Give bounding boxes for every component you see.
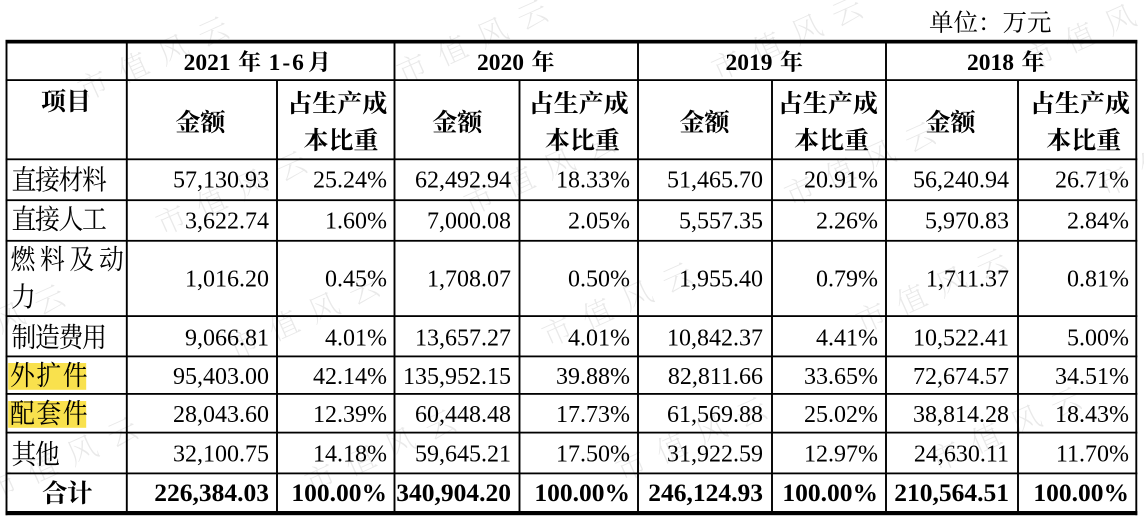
svg-text:4.01%: 4.01%: [325, 326, 387, 352]
svg-text:1,955.40: 1,955.40: [679, 267, 763, 293]
svg-text:10,522.41: 10,522.41: [913, 326, 1009, 352]
svg-text:9,066.81: 9,066.81: [185, 326, 269, 352]
svg-text:32,100.75: 32,100.75: [173, 441, 269, 467]
svg-text:2.05%: 2.05%: [568, 209, 630, 235]
svg-text:18.33%: 18.33%: [556, 168, 630, 194]
svg-text:12.97%: 12.97%: [804, 441, 878, 467]
svg-text:12.39%: 12.39%: [313, 402, 387, 428]
svg-text:1,016.20: 1,016.20: [185, 267, 269, 293]
svg-text:5,557.35: 5,557.35: [679, 209, 763, 235]
svg-text:18.43%: 18.43%: [1055, 402, 1129, 428]
svg-text:4.41%: 4.41%: [816, 326, 878, 352]
svg-text:14.18%: 14.18%: [313, 441, 387, 467]
svg-text:72,674.57: 72,674.57: [913, 364, 1009, 390]
svg-text:2.26%: 2.26%: [816, 209, 878, 235]
svg-text:24,630.11: 24,630.11: [914, 441, 1009, 467]
svg-text:1,708.07: 1,708.07: [427, 267, 511, 293]
svg-text:100.00%: 100.00%: [291, 478, 387, 507]
svg-text:3,622.74: 3,622.74: [185, 209, 269, 235]
svg-text:57,130.93: 57,130.93: [173, 168, 269, 194]
svg-text:2018: 2018: [967, 50, 1014, 76]
svg-text:1,711.37: 1,711.37: [926, 267, 1009, 293]
svg-text:4.01%: 4.01%: [568, 326, 630, 352]
svg-text:51,465.70: 51,465.70: [667, 168, 763, 194]
svg-text:56,240.94: 56,240.94: [913, 168, 1009, 194]
svg-text:42.14%: 42.14%: [313, 364, 387, 390]
svg-text:210,564.51: 210,564.51: [894, 478, 1009, 507]
svg-text:61,569.88: 61,569.88: [667, 402, 763, 428]
svg-text:25.02%: 25.02%: [804, 402, 878, 428]
svg-text:246,124.93: 246,124.93: [648, 478, 763, 507]
svg-text:2.84%: 2.84%: [1067, 209, 1129, 235]
svg-text:31,922.59: 31,922.59: [667, 441, 763, 467]
svg-text:226,384.03: 226,384.03: [154, 478, 269, 507]
svg-text:26.71%: 26.71%: [1055, 168, 1129, 194]
svg-text:33.65%: 33.65%: [804, 364, 878, 390]
svg-text:1-6: 1-6: [269, 50, 306, 76]
svg-text:0.81%: 0.81%: [1067, 267, 1129, 293]
svg-text:2021: 2021: [184, 50, 231, 76]
svg-text:100.00%: 100.00%: [782, 478, 878, 507]
svg-text:20.91%: 20.91%: [804, 168, 878, 194]
svg-text:13,657.27: 13,657.27: [415, 326, 511, 352]
svg-text:100.00%: 100.00%: [534, 478, 630, 507]
svg-text:82,811.66: 82,811.66: [668, 364, 763, 390]
svg-text:100.00%: 100.00%: [1033, 478, 1129, 507]
svg-text:34.51%: 34.51%: [1055, 364, 1129, 390]
svg-text:10,842.37: 10,842.37: [667, 326, 763, 352]
svg-text:95,403.00: 95,403.00: [173, 364, 269, 390]
svg-text:11.70%: 11.70%: [1056, 441, 1129, 467]
svg-text:39.88%: 39.88%: [556, 364, 630, 390]
svg-text:0.45%: 0.45%: [325, 267, 387, 293]
svg-text:0.79%: 0.79%: [816, 267, 878, 293]
svg-text:25.24%: 25.24%: [313, 168, 387, 194]
svg-text:60,448.48: 60,448.48: [415, 402, 511, 428]
svg-text:0.50%: 0.50%: [568, 267, 630, 293]
svg-text:7,000.08: 7,000.08: [427, 209, 511, 235]
svg-text:2019: 2019: [726, 50, 773, 76]
svg-text:5.00%: 5.00%: [1067, 326, 1129, 352]
svg-text:135,952.15: 135,952.15: [403, 364, 511, 390]
svg-text:5,970.83: 5,970.83: [925, 209, 1009, 235]
svg-text:2020: 2020: [477, 50, 524, 76]
svg-text:38,814.28: 38,814.28: [913, 402, 1009, 428]
svg-text:340,904.20: 340,904.20: [396, 478, 511, 507]
svg-text:17.73%: 17.73%: [556, 402, 630, 428]
svg-text:1.60%: 1.60%: [325, 209, 387, 235]
svg-text:62,492.94: 62,492.94: [415, 168, 511, 194]
svg-text:17.50%: 17.50%: [556, 441, 630, 467]
svg-text:59,645.21: 59,645.21: [415, 441, 511, 467]
svg-text:28,043.60: 28,043.60: [173, 402, 269, 428]
